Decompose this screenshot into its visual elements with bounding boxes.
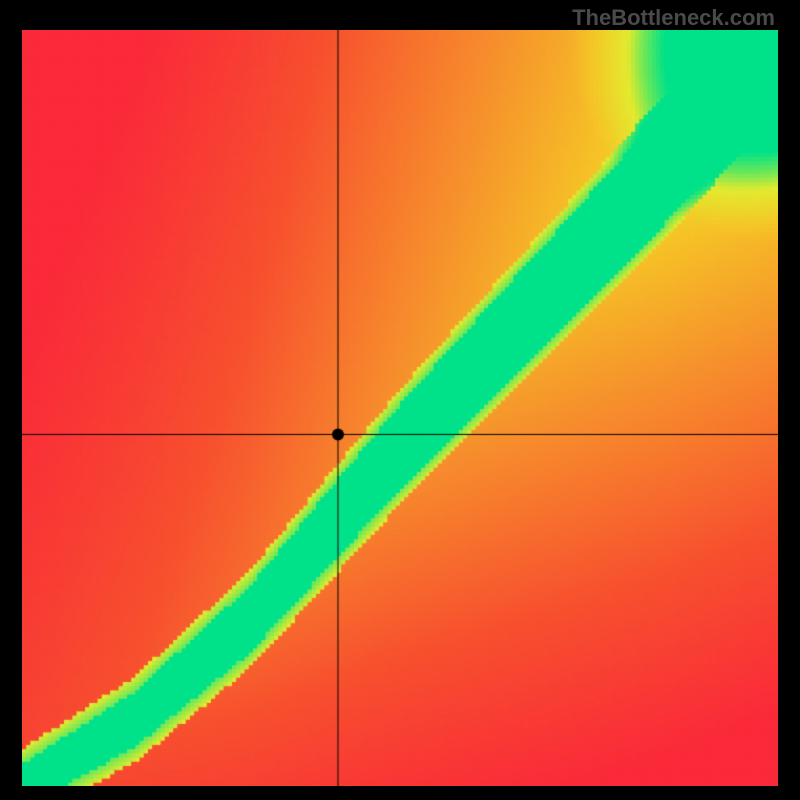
- heatmap-canvas: [22, 30, 778, 786]
- plot-area: [22, 30, 778, 786]
- attribution-text: TheBottleneck.com: [572, 5, 775, 31]
- chart-container: TheBottleneck.com: [0, 0, 800, 800]
